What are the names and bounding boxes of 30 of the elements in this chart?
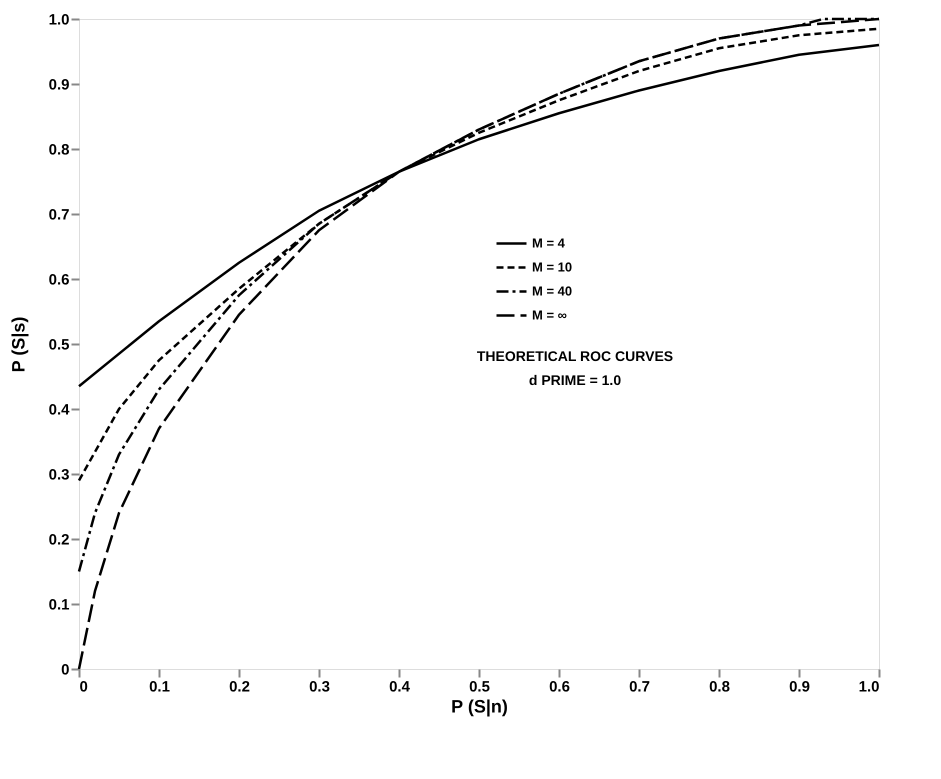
y-tick-label: 0.7 [48,206,70,224]
y-tick-label: 0.1 [48,596,70,614]
y-axis-title: P (S|s) [8,316,29,372]
annotation: d PRIME = 1.0 [528,372,622,388]
y-tick-label: 0 [61,662,70,678]
x-axis-title: P (S|n) [451,696,508,716]
y-tick-label: 1.0 [48,12,70,28]
y-tick-label: 0.5 [48,336,70,354]
x-tick-label: 0.4 [389,678,411,696]
legend-label: M = 4 [532,236,566,250]
y-tick-label: 0.6 [48,272,70,288]
annotation: THEORETICAL ROC CURVES [476,348,674,364]
x-tick-label: 0.2 [229,678,250,696]
x-tick-label: 0 [80,678,88,696]
y-tick-label: 0.4 [48,402,70,418]
y-tick-label: 0.9 [48,76,70,94]
x-tick-label: 0.5 [469,678,490,696]
y-tick-label: 0.2 [48,532,70,548]
y-tick-label: 0.8 [48,142,70,158]
x-tick-label: 1.0 [858,678,880,696]
y-tick-label: 0.3 [48,466,70,484]
legend-label: M = ∞ [532,308,567,322]
x-tick-label: 0.6 [549,678,570,696]
x-tick-label: 0.8 [709,678,730,696]
x-tick-label: 0.3 [309,678,330,696]
x-tick-label: 0.1 [149,678,170,696]
x-tick-label: 0.7 [629,678,650,696]
x-tick-label: 0.9 [789,678,810,696]
legend-label: M = 40 [532,284,572,298]
legend-label: M = 10 [532,260,572,274]
